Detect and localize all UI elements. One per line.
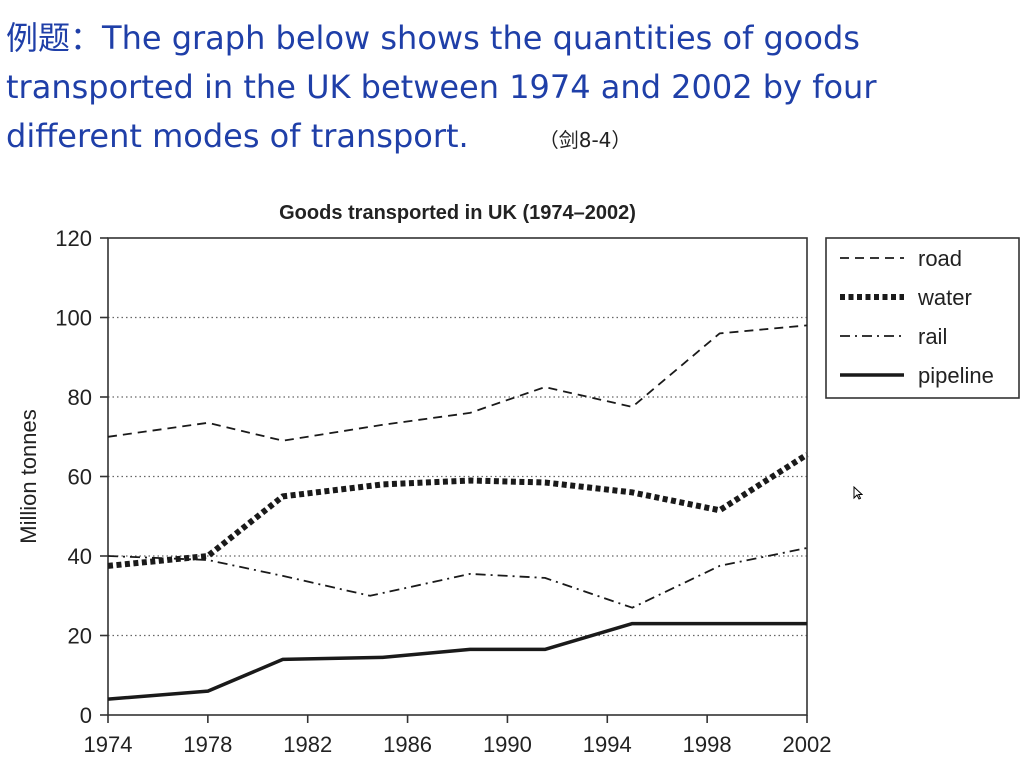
heading-prefix: 例题：	[6, 19, 103, 57]
legend-box	[825, 237, 1020, 399]
y-tick-label: 80	[68, 385, 92, 410]
chart-title: Goods transported in UK (1974–2002)	[279, 202, 636, 224]
y-tick-label: 100	[55, 306, 92, 331]
y-tick-label: 40	[68, 544, 92, 569]
series-line-road	[107, 324, 808, 442]
heading-text: The graph below shows the quantities of …	[6, 19, 877, 155]
x-tick-label: 1982	[283, 732, 332, 757]
legend-label-rail: rail	[918, 324, 947, 349]
x-tick-label: 1998	[683, 732, 732, 757]
legend-label-water: water	[917, 285, 972, 310]
series-line-pipeline	[107, 621, 807, 701]
x-tick-label: 1990	[483, 732, 532, 757]
heading-source: （剑8-4）	[538, 128, 632, 152]
question-heading: 例题：The graph below shows the quantities …	[6, 14, 1016, 165]
x-tick-label: 1978	[183, 732, 232, 757]
y-tick-label: 20	[68, 624, 92, 649]
x-tick-label: 1994	[583, 732, 632, 757]
y-tick-label: 0	[80, 703, 92, 728]
legend-label-road: road	[918, 246, 962, 271]
series-line-water	[107, 452, 809, 569]
x-tick-label: 1986	[383, 732, 432, 757]
series-line-rail	[107, 547, 808, 609]
x-tick-label: 1974	[84, 732, 133, 757]
y-axis-label: Million tonnes	[16, 409, 41, 544]
y-tick-label: 120	[55, 226, 92, 251]
x-tick-label: 2002	[783, 732, 832, 757]
mouse-cursor-icon	[853, 486, 863, 500]
legend-label-pipeline: pipeline	[918, 363, 994, 388]
y-tick-label: 60	[68, 465, 92, 490]
